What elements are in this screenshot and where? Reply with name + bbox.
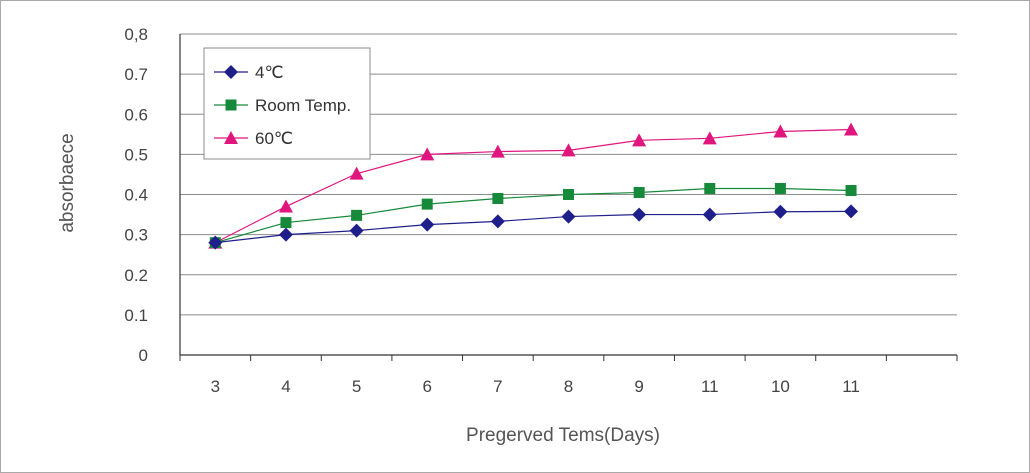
triangle-marker — [773, 124, 788, 138]
x-tick-label: 4 — [281, 377, 290, 396]
legend: 4℃ Room Temp. 60℃ — [203, 47, 371, 160]
triangle-marker — [702, 131, 717, 145]
y-tick-label: 0.2 — [124, 266, 148, 285]
series-line — [215, 187, 852, 244]
square-marker — [421, 198, 433, 210]
square-marker — [563, 189, 574, 200]
triangle-marker — [420, 147, 435, 161]
square-marker — [774, 182, 786, 194]
square-marker — [351, 209, 363, 221]
x-tick-label: 10 — [771, 377, 790, 396]
x-tick-label: 7 — [493, 377, 502, 396]
diamond-marker — [702, 207, 717, 222]
diamond-marker — [224, 65, 238, 79]
x-tick-label: 11 — [701, 377, 719, 396]
triangle-marker — [278, 199, 293, 213]
diamond-marker — [561, 209, 576, 224]
y-tick-label: 0.1 — [124, 306, 148, 325]
y-tick-label: 0 — [139, 346, 148, 365]
triangle-marker — [632, 133, 647, 147]
x-axis-title: Pregerved Tems(Days) — [466, 425, 660, 446]
y-tick-label: 0.5 — [124, 145, 148, 164]
y-tick-label: 0.7 — [124, 65, 148, 84]
legend-entry-label: 60℃ — [255, 129, 293, 148]
square-marker — [704, 182, 716, 194]
square-marker — [225, 99, 237, 111]
y-tick-label: 0.4 — [124, 186, 148, 205]
series-1 — [209, 182, 857, 249]
legend-entry-label: Room Temp. — [255, 96, 351, 115]
x-tick-label: 8 — [564, 377, 573, 396]
x-tick-label: 3 — [211, 377, 220, 396]
diamond-marker — [844, 204, 859, 219]
square-marker — [633, 186, 645, 198]
series-line — [215, 210, 852, 244]
axes: 0 0.1 0.2 0.3 0.4 0.5 0.6 0.7 0,8 3 4 5 6 7 8 9 11 10 11 — [124, 25, 958, 396]
legend-entry-label: 4℃ — [255, 63, 284, 82]
y-tick-label: 0.6 — [124, 105, 148, 124]
square-marker — [280, 217, 292, 229]
y-axis-title: absorbaece — [57, 133, 78, 232]
triangle-marker — [844, 122, 859, 136]
square-marker — [845, 184, 857, 196]
diamond-marker — [632, 207, 647, 222]
x-tick-label: 5 — [352, 377, 361, 396]
triangle-marker — [561, 143, 576, 157]
x-tick-label: 9 — [634, 377, 643, 396]
series-2 — [208, 122, 859, 249]
series-0 — [208, 204, 859, 250]
diamond-marker — [349, 223, 364, 238]
series-line — [215, 128, 852, 244]
square-marker — [492, 193, 504, 205]
triangle-marker — [224, 131, 238, 144]
diamond-marker — [208, 235, 223, 250]
series-layer — [208, 122, 859, 250]
y-tick-label: 0,8 — [124, 25, 148, 44]
diamond-marker — [773, 204, 788, 219]
triangle-marker — [490, 144, 505, 158]
diamond-marker — [278, 227, 293, 242]
diamond-marker — [490, 214, 505, 229]
x-tick-label: 11 — [842, 377, 860, 396]
y-tick-label: 0.3 — [124, 226, 148, 245]
diamond-marker — [420, 217, 435, 232]
x-tick-label: 6 — [422, 377, 431, 396]
triangle-marker — [349, 166, 364, 180]
